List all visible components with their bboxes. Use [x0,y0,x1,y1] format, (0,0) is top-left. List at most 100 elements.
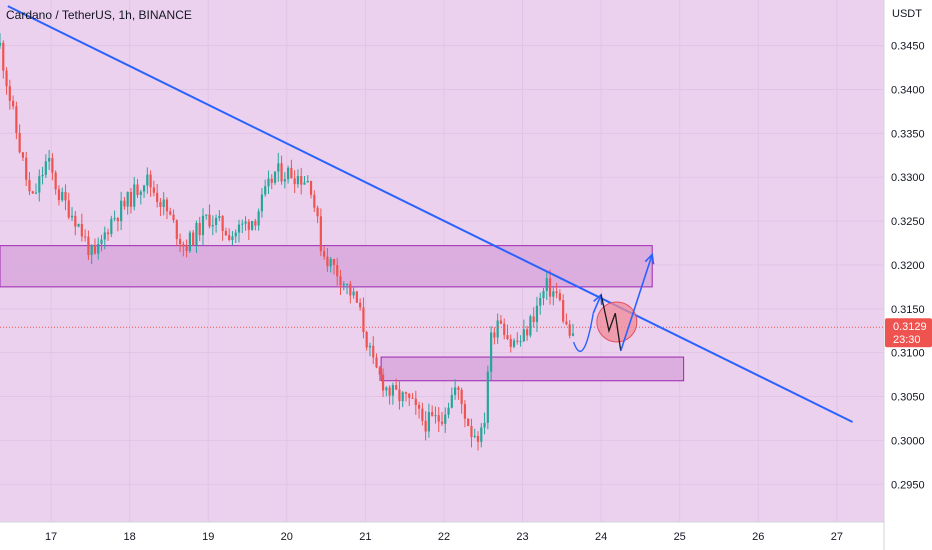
candle-body [74,215,77,227]
candle-body [244,221,247,224]
candle-body [476,435,480,442]
candle-body [208,214,211,227]
candle-body [25,157,28,180]
price-tick-label: 0.3300 [891,172,925,184]
candle-body [165,199,169,212]
candle-body [421,408,424,421]
candle-body [205,214,208,216]
time-tick-label: 17 [45,531,57,543]
candle-body [568,324,571,336]
candle-body [450,394,453,408]
candle-body [542,290,545,299]
candle-body [395,385,398,390]
projection-zigzag [600,294,622,352]
candle-body [11,100,15,107]
candle-body [408,393,411,398]
candle-body [372,345,375,358]
candle-body [480,427,483,442]
candle-body [565,321,568,325]
candle-body [5,70,8,87]
time-tick-label: 22 [438,531,450,543]
candle-body [300,176,303,185]
candle-body [535,305,539,323]
candle-body [254,220,257,226]
candle-body [70,215,74,218]
candle-body [526,329,529,336]
candle-body [571,333,575,336]
candle-body [522,329,525,342]
time-axis-labels: 17 18 19 20 21 22 23 24 25 26 27 [45,531,843,543]
candle-body [270,178,273,183]
candle-body [260,194,264,212]
candlesticks [0,33,575,451]
price-zone[interactable] [0,245,653,288]
candle-body [224,230,228,236]
candle-body [228,235,231,240]
candle-body [142,185,146,192]
candle-body [48,158,51,162]
chart-title: Cardano / TetherUS, 1h, BINANCE [6,8,192,22]
projection-arrow-second-head [644,252,655,265]
projection-arc [572,313,594,353]
candle-body [110,218,113,235]
candle-body [532,316,535,323]
candle-body [293,178,296,185]
candle-body [237,224,241,233]
candle-body [214,217,218,226]
projection-drawing[interactable] [572,252,655,353]
time-tick-label: 20 [281,531,293,543]
candle-body [355,291,358,303]
candle-body [496,320,499,338]
candle-body [123,200,126,207]
candle-body [152,187,155,193]
quote-unit-label: USDT [892,8,922,20]
candle-body [201,215,205,236]
candle-body [182,244,185,247]
price-tick-label: 0.2950 [891,479,925,491]
candle-body [2,42,5,71]
candle-body [195,222,198,246]
candle-body [231,236,234,240]
candle-body [414,398,417,406]
time-tick-label: 19 [202,531,214,543]
candle-body [41,174,44,177]
candle-body [38,176,41,193]
candle-body [368,345,372,348]
candle-body [332,258,336,265]
time-axis-background[interactable] [0,522,884,550]
candle-body [316,207,319,217]
price-tick-label: 0.3000 [891,435,925,447]
price-tick-label: 0.3400 [891,84,925,96]
candle-body [362,307,365,332]
trendline-group[interactable] [7,5,854,423]
candle-body [486,371,489,423]
candle-body [211,225,214,227]
candle-body [506,335,509,340]
price-tick-label: 0.3100 [891,348,925,360]
candle-body [44,161,47,175]
candle-body [159,201,162,207]
candle-body [437,415,440,422]
candle-body [290,167,293,179]
candle-body [313,194,316,208]
candle-body [545,278,548,291]
candle-body [467,418,470,427]
projection-arrow-second-shaft [620,254,653,352]
candle-body [172,214,175,221]
candle-body [326,256,329,267]
candle-body [64,191,67,201]
support-resistance-zones[interactable] [0,245,685,382]
candle-body [558,293,561,301]
price-axis-background[interactable] [884,0,932,550]
candle-body [431,412,434,416]
candle-body [411,397,414,399]
candle-body [512,340,516,347]
price-zone[interactable] [380,356,685,382]
candle-body [457,387,460,390]
current-price-tag: 0.3129 23:30 [885,318,932,348]
descending-trendline[interactable] [7,5,854,423]
candle-body [15,106,18,133]
candle-body [264,186,267,195]
